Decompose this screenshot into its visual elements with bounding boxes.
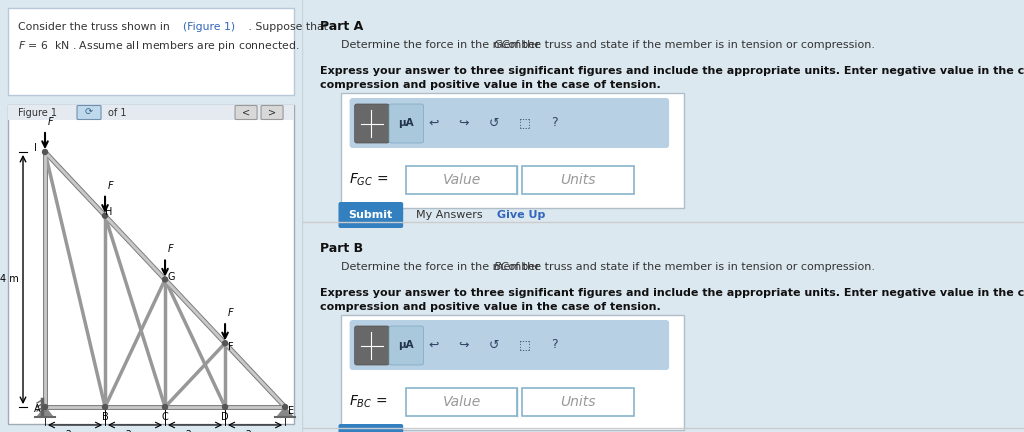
Text: Give Up: Give Up (498, 210, 546, 220)
Text: D: D (221, 412, 229, 422)
Text: ⟳: ⟳ (85, 108, 93, 118)
FancyBboxPatch shape (349, 320, 669, 370)
FancyBboxPatch shape (8, 8, 294, 95)
Text: F: F (48, 117, 53, 127)
Text: . Suppose that: . Suppose that (245, 22, 328, 32)
Text: 2 m: 2 m (67, 430, 84, 432)
Text: compression and positive value in the case of tension.: compression and positive value in the ca… (321, 80, 662, 90)
Text: $F_{BC}$ =: $F_{BC}$ = (348, 394, 387, 410)
Text: ↪: ↪ (459, 117, 469, 130)
Text: Value: Value (442, 395, 481, 409)
Text: 2 m: 2 m (126, 430, 143, 432)
FancyBboxPatch shape (261, 105, 283, 120)
Text: ⬚: ⬚ (518, 117, 530, 130)
FancyBboxPatch shape (349, 98, 669, 148)
Text: Part A: Part A (321, 20, 364, 33)
FancyBboxPatch shape (341, 93, 684, 208)
Circle shape (283, 404, 288, 410)
Polygon shape (278, 407, 293, 417)
Text: $F_{GC}$ =: $F_{GC}$ = (348, 172, 388, 188)
FancyBboxPatch shape (339, 202, 403, 228)
Text: ↺: ↺ (488, 339, 500, 352)
Text: Express your answer to three significant figures and include the appropriate uni: Express your answer to three significant… (321, 66, 1024, 76)
Text: F: F (168, 245, 174, 254)
Text: B: B (101, 412, 109, 422)
Text: ↺: ↺ (488, 117, 500, 130)
Text: C: C (162, 412, 168, 422)
Text: Determine the force in the member: Determine the force in the member (341, 262, 543, 272)
Text: G: G (167, 273, 175, 283)
Text: E: E (288, 406, 294, 416)
Text: F: F (108, 181, 114, 191)
Text: H: H (105, 207, 113, 217)
Text: Figure 1: Figure 1 (18, 108, 57, 118)
Text: ↪: ↪ (459, 339, 469, 352)
Text: Submit: Submit (349, 210, 393, 220)
Text: μA: μA (398, 118, 414, 128)
Circle shape (43, 404, 47, 410)
Text: 2 m: 2 m (247, 430, 264, 432)
Text: Units: Units (560, 395, 596, 409)
Text: ⬚: ⬚ (518, 339, 530, 352)
Text: ?: ? (552, 339, 558, 352)
FancyBboxPatch shape (354, 104, 389, 143)
FancyBboxPatch shape (8, 105, 294, 424)
Text: Express your answer to three significant figures and include the appropriate uni: Express your answer to three significant… (321, 288, 1024, 298)
FancyBboxPatch shape (341, 315, 684, 430)
Text: Part B: Part B (321, 242, 364, 255)
Text: ?: ? (552, 117, 558, 130)
FancyBboxPatch shape (522, 166, 634, 194)
Circle shape (163, 277, 168, 282)
Text: (Figure 1): (Figure 1) (183, 22, 236, 32)
Circle shape (222, 341, 227, 346)
Text: My Answers: My Answers (417, 210, 483, 220)
Text: A: A (34, 404, 40, 414)
Circle shape (43, 149, 47, 155)
FancyBboxPatch shape (236, 105, 257, 120)
Text: $\mathit{F}$ = 6  kN . Assume all members are pin connected.: $\mathit{F}$ = 6 kN . Assume all members… (18, 39, 299, 53)
Circle shape (163, 404, 168, 410)
FancyBboxPatch shape (389, 326, 423, 365)
Text: of the truss and state if the member is in tension or compression.: of the truss and state if the member is … (505, 262, 874, 272)
Text: Value: Value (442, 173, 481, 187)
FancyBboxPatch shape (389, 104, 423, 143)
Text: ↩: ↩ (428, 117, 438, 130)
Text: F: F (228, 308, 233, 318)
Text: μA: μA (398, 340, 414, 350)
Text: Units: Units (560, 173, 596, 187)
Text: F: F (228, 342, 233, 352)
Text: I: I (34, 143, 37, 153)
FancyBboxPatch shape (407, 166, 517, 194)
Polygon shape (37, 407, 53, 417)
FancyBboxPatch shape (354, 326, 389, 365)
FancyBboxPatch shape (522, 388, 634, 416)
Text: Determine the force in the member: Determine the force in the member (341, 40, 543, 50)
Text: of the truss and state if the member is in tension or compression.: of the truss and state if the member is … (505, 40, 874, 50)
Circle shape (222, 404, 227, 410)
FancyBboxPatch shape (339, 424, 403, 432)
Text: of 1: of 1 (108, 108, 127, 118)
Text: compression and positive value in the case of tension.: compression and positive value in the ca… (321, 302, 662, 312)
Text: GC: GC (494, 40, 510, 50)
Circle shape (102, 404, 108, 410)
Text: BC: BC (494, 262, 509, 272)
Text: <: < (242, 108, 250, 118)
Text: 4 m: 4 m (0, 274, 19, 285)
Text: Consider the truss shown in: Consider the truss shown in (18, 22, 173, 32)
FancyBboxPatch shape (77, 105, 101, 120)
Text: >: > (268, 108, 276, 118)
Bar (8, 105, 294, 120)
Circle shape (102, 213, 108, 218)
Text: 2 m: 2 m (186, 430, 204, 432)
Text: ↩: ↩ (428, 339, 438, 352)
FancyBboxPatch shape (407, 388, 517, 416)
